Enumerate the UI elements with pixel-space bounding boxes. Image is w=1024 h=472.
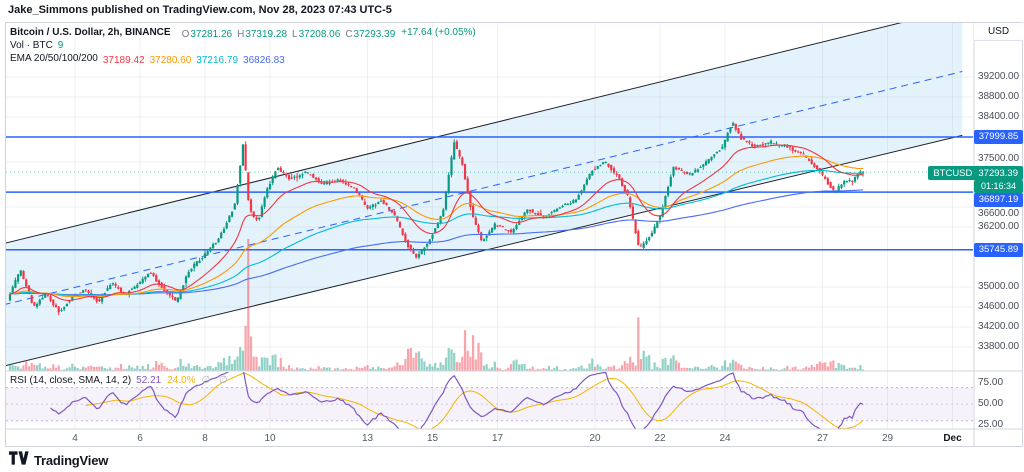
volume-value: 9 [57, 40, 64, 51]
ohlc-value: 37281.26 [190, 28, 233, 40]
price-change: +17.64 (+0.05%) [401, 27, 476, 38]
price-tick-label: 34200.00 [978, 321, 1019, 332]
price-tick-label: 37500.00 [978, 153, 1019, 164]
ema-values: 37189.42 37280.60 37216.79 36826.83 [103, 50, 290, 68]
tradingview-logo-text: TradingView [34, 453, 109, 468]
level-price-badge: 36897.19 [974, 193, 1023, 207]
time-tick-label: 22 [654, 433, 666, 444]
price-tick-label: 36600.00 [978, 208, 1019, 219]
rsi-hidden-values: ∅ ∅ [201, 374, 231, 386]
time-tick-label: 15 [426, 433, 439, 444]
last-price-value: 37293.39 [978, 167, 1018, 179]
bar-countdown-badge: 01:16:34 [974, 180, 1023, 193]
ohlc-key: L [292, 28, 298, 40]
time-tick-label: 8 [202, 433, 208, 444]
rsi-legend: RSI (14, close, SMA, 14, 2) 52.21 24.0% … [10, 374, 231, 386]
volume-indicator-label[interactable]: Vol · BTC [10, 40, 53, 51]
tradingview-logo-icon [8, 451, 29, 470]
ema-value: 36826.83 [243, 54, 285, 66]
rsi-tick-label: 25.00 [978, 418, 1004, 430]
ema-legend-row: EMA 20/50/100/200 37189.42 37280.60 37216.… [10, 50, 476, 68]
ema-indicator-label[interactable]: EMA 20/50/100/200 [10, 53, 98, 64]
rsi-tick-label: 75.00 [978, 377, 1004, 389]
price-tick-label: 38400.00 [978, 111, 1019, 122]
ohlc-key: H [237, 28, 245, 40]
ohlc-values: O37281.26 H37319.28 L37208.06 C37293.39 [177, 24, 396, 42]
rsi-ma-value: 24.0% [167, 374, 196, 386]
symbol-title[interactable]: Bitcoin / U.S. Dollar, 2h, BINANCE [10, 27, 171, 38]
time-tick-label: 10 [264, 433, 276, 444]
ohlc-value: 37319.28 [245, 28, 288, 40]
ema-value: 37216.79 [196, 54, 239, 66]
level-price-badge: 37999.85 [974, 130, 1023, 144]
price-scale-currency[interactable]: USD [974, 23, 1023, 41]
level-price-badge: 35745.89 [974, 242, 1023, 257]
time-tick-label: 13 [361, 433, 374, 444]
price-tick-label: 33800.00 [978, 341, 1019, 352]
rsi-tick-label: 50.00 [978, 398, 1004, 410]
ohlc-key: O [181, 28, 190, 40]
ohlc-key: C [345, 28, 353, 40]
ohlc-value: 37208.06 [298, 28, 341, 40]
ema-value: 37189.42 [102, 54, 145, 66]
price-tick-label: 35000.00 [978, 281, 1019, 292]
last-price-badge: BTCUSD 37293.39 [928, 166, 1023, 180]
time-tick-label: 24 [719, 433, 731, 444]
attribution-text: Jake_Simmons published on TradingView.co… [8, 4, 392, 16]
time-tick-label: 20 [589, 433, 601, 444]
volume-legend-row: Vol · BTC 9 [10, 39, 476, 52]
rsi-value: 52.21 [136, 374, 162, 386]
price-tick-label: 36200.00 [978, 221, 1019, 232]
price-tick-label: 39200.00 [978, 71, 1019, 82]
tradingview-footer[interactable]: TradingView [8, 451, 108, 470]
rsi-indicator-label[interactable]: RSI (14, close, SMA, 14, 2) [10, 374, 132, 386]
time-tick-label: 29 [881, 433, 894, 444]
time-tick-label: Dec [943, 433, 962, 444]
last-price-symbol: BTCUSD [933, 167, 973, 179]
price-tick-label: 38800.00 [978, 91, 1019, 102]
time-tick-label: 27 [816, 433, 829, 444]
main-legend: Bitcoin / U.S. Dollar, 2h, BINANCE O3728… [10, 24, 476, 68]
time-tick-label: 4 [72, 433, 78, 444]
price-tick-label: 34600.00 [978, 301, 1019, 312]
symbol-legend-row: Bitcoin / U.S. Dollar, 2h, BINANCE O3728… [10, 24, 476, 42]
ohlc-value: 37293.39 [353, 28, 396, 40]
time-tick-label: 17 [491, 433, 504, 444]
time-tick-label: 6 [137, 433, 143, 444]
ema-value: 37280.60 [149, 54, 192, 66]
